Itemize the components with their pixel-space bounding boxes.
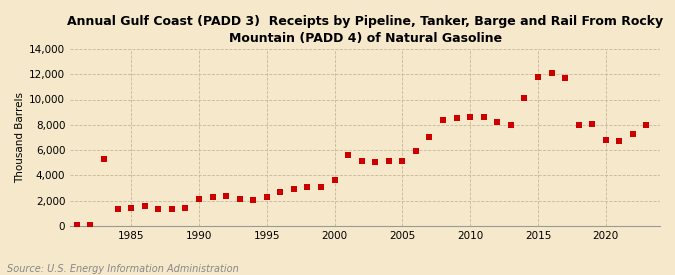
Point	[194, 197, 205, 202]
Point	[600, 138, 611, 142]
Title: Annual Gulf Coast (PADD 3)  Receipts by Pipeline, Tanker, Barge and Rail From Ro: Annual Gulf Coast (PADD 3) Receipts by P…	[67, 15, 663, 45]
Point	[533, 75, 543, 79]
Point	[356, 159, 367, 163]
Point	[139, 204, 150, 208]
Point	[221, 194, 232, 198]
Point	[302, 185, 313, 189]
Point	[506, 123, 516, 127]
Point	[397, 159, 408, 163]
Point	[288, 186, 299, 191]
Point	[614, 139, 625, 143]
Point	[479, 115, 489, 119]
Point	[99, 157, 109, 161]
Point	[410, 149, 421, 153]
Point	[261, 195, 272, 199]
Point	[370, 160, 381, 164]
Point	[492, 120, 503, 125]
Point	[207, 195, 218, 199]
Point	[248, 198, 259, 202]
Point	[234, 197, 245, 202]
Point	[573, 123, 584, 127]
Point	[153, 207, 164, 211]
Point	[85, 222, 96, 227]
Point	[275, 189, 286, 194]
Point	[180, 206, 191, 210]
Point	[329, 178, 340, 182]
Text: Source: U.S. Energy Information Administration: Source: U.S. Energy Information Administ…	[7, 264, 238, 274]
Point	[343, 153, 354, 157]
Point	[383, 159, 394, 164]
Point	[112, 207, 123, 211]
Point	[465, 114, 476, 119]
Point	[451, 116, 462, 121]
Point	[628, 131, 639, 136]
Point	[437, 118, 448, 123]
Point	[424, 135, 435, 140]
Point	[560, 76, 570, 80]
Point	[72, 223, 82, 227]
Point	[587, 121, 597, 126]
Point	[316, 185, 327, 189]
Point	[126, 205, 136, 210]
Point	[167, 207, 178, 212]
Point	[641, 123, 652, 128]
Point	[519, 96, 530, 100]
Point	[546, 71, 557, 75]
Y-axis label: Thousand Barrels: Thousand Barrels	[15, 92, 25, 183]
